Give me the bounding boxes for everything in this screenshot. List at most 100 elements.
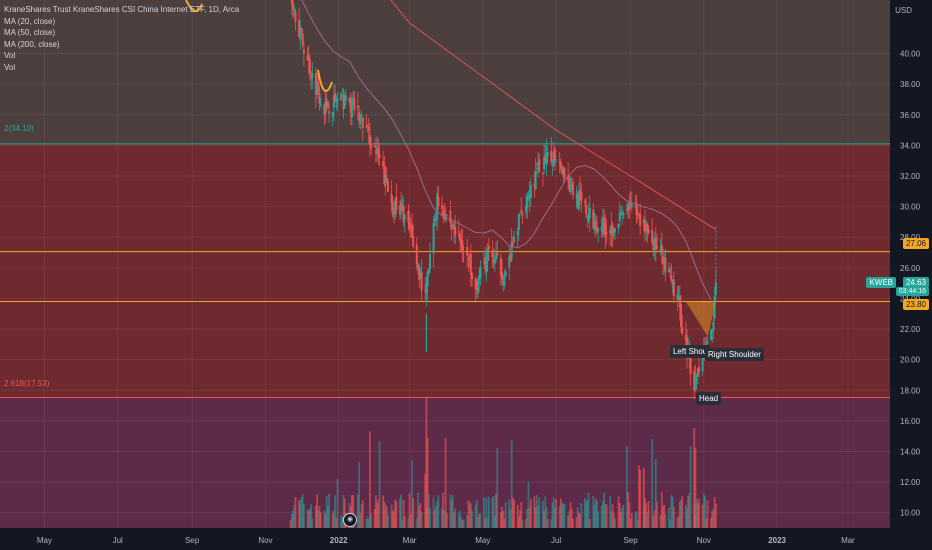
candle-body <box>621 213 624 215</box>
volume-bar <box>461 519 464 528</box>
volume-bar <box>622 504 625 528</box>
volume-bar <box>713 497 716 528</box>
volume-bar <box>478 513 481 528</box>
volume-bar <box>580 502 583 528</box>
candle-body <box>412 236 415 247</box>
annotation-right-shoulder[interactable]: Right Shoulder <box>705 348 764 361</box>
candle-body <box>663 257 666 265</box>
candle-body <box>541 172 544 174</box>
volume-bar <box>307 510 310 528</box>
volume-spike <box>425 398 428 528</box>
legend-vol-1[interactable]: Vol <box>4 51 16 60</box>
candle-body <box>349 100 352 113</box>
volume-bar <box>485 497 488 528</box>
volume-bar <box>399 498 401 528</box>
candle-body <box>392 210 395 215</box>
candle-body <box>693 370 696 391</box>
volume-bar <box>387 515 389 528</box>
legend-ma20[interactable]: MA (20, close) <box>4 16 56 26</box>
volume-bar <box>377 499 380 528</box>
y-tick-label: 30.00 <box>900 203 921 212</box>
candle-body <box>580 191 583 201</box>
y-tick-label: 40.00 <box>900 50 921 59</box>
candle-body <box>533 184 536 187</box>
volume-bar <box>638 465 640 528</box>
volume-bar <box>681 495 684 528</box>
volume-bar <box>680 499 682 528</box>
candle-body <box>342 93 345 110</box>
volume-bar <box>311 518 314 528</box>
volume-bar <box>645 502 648 528</box>
candle-body <box>434 217 437 222</box>
candle-body <box>625 208 628 210</box>
volume-bar <box>654 459 657 528</box>
candle-body <box>341 91 344 93</box>
volume-bar <box>316 494 318 528</box>
volume-bar <box>357 494 359 528</box>
volume-bar <box>537 506 539 528</box>
volume-bar <box>376 502 379 528</box>
currency-label: USD <box>895 6 912 15</box>
volume-bar <box>504 502 507 528</box>
volume-bar <box>702 493 705 528</box>
legend-ma200[interactable]: MA (200, close) <box>4 39 60 49</box>
candle-body <box>314 72 317 95</box>
volume-bar <box>560 498 562 528</box>
candle-body <box>593 219 596 231</box>
volume-bar <box>603 492 606 528</box>
candle-body <box>425 284 428 294</box>
candle-body <box>508 255 511 268</box>
volume-bar <box>586 499 589 528</box>
candle-body <box>373 146 376 148</box>
volume-bar <box>600 505 603 528</box>
candle-body <box>353 98 356 110</box>
candle-body <box>537 162 540 166</box>
volume-bar <box>639 469 642 528</box>
legend-vol-2[interactable]: Vol <box>4 62 16 72</box>
volume-bar <box>630 513 633 528</box>
volume-bar <box>352 494 355 528</box>
candle-body <box>334 93 337 102</box>
candle-body <box>562 167 565 174</box>
volume-bar <box>466 515 469 528</box>
volume-bar <box>555 498 557 528</box>
candle-body <box>567 175 570 180</box>
candle-body <box>525 205 528 213</box>
volume-bar <box>385 506 388 528</box>
candle-body <box>416 263 419 269</box>
legend-ma50[interactable]: MA (50, close) <box>4 28 56 37</box>
candle-body <box>519 212 522 214</box>
volume-bar <box>318 505 321 528</box>
candle-body <box>331 112 334 117</box>
annotation-head[interactable]: Head <box>696 392 722 405</box>
volume-bar <box>370 513 373 528</box>
volume-bar <box>563 503 566 528</box>
volume-bar <box>588 518 591 528</box>
candle-body <box>538 159 541 172</box>
volume-bar <box>435 506 437 528</box>
volume-bar <box>401 519 404 528</box>
volume-bar <box>375 495 377 528</box>
volume-bar <box>520 502 523 528</box>
volume-bar <box>306 509 309 528</box>
candle-body <box>461 240 464 253</box>
candle-body <box>558 161 561 164</box>
candle-body <box>319 104 322 106</box>
candle-body <box>643 221 646 233</box>
volume-bar <box>343 498 346 528</box>
volume-bar <box>525 518 527 528</box>
annotation-left-shoulder[interactable]: Left Shoulder <box>670 345 710 358</box>
candle-body <box>415 244 418 265</box>
volume-bar <box>351 495 353 528</box>
candle-body <box>454 226 457 236</box>
volume-bar <box>696 502 699 528</box>
volume-bar <box>382 495 385 528</box>
candle-body <box>433 219 436 222</box>
volume-bar <box>678 501 681 528</box>
volume-bar <box>501 506 503 528</box>
volume-bar <box>513 499 515 528</box>
candle-body <box>571 181 574 195</box>
volume-bar <box>527 481 530 528</box>
volume-bar <box>705 518 708 528</box>
